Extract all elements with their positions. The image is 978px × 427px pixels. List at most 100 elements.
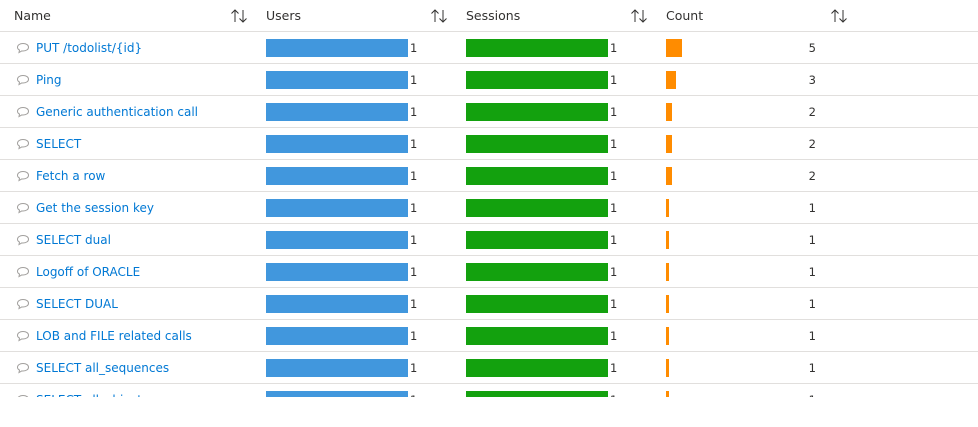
request-name[interactable]: SELECT all_objects	[36, 384, 148, 397]
count-value: 1	[808, 361, 816, 375]
request-icon	[16, 362, 30, 377]
table-row: Generic authentication call 1 1 2	[0, 96, 978, 128]
count-value: 2	[808, 137, 816, 151]
bar	[466, 263, 608, 281]
bar-value: 1	[410, 384, 417, 397]
table-row: LOB and FILE related calls 1 1 1	[0, 320, 978, 352]
bar-value: 1	[610, 265, 618, 279]
count-value: 1	[808, 265, 816, 279]
request-icon	[16, 74, 30, 89]
table-row: SELECT all_objects 1 1 1	[0, 384, 978, 397]
bar	[666, 327, 670, 345]
bar-value: 1	[410, 105, 418, 119]
sort-icon[interactable]	[830, 8, 848, 27]
count-value: 1	[808, 201, 816, 215]
bar-value: 1	[410, 361, 418, 375]
bar	[266, 359, 408, 377]
bar-value: 1	[610, 384, 617, 397]
request-icon	[16, 170, 30, 185]
bar	[266, 327, 408, 345]
bar	[666, 103, 673, 121]
bar-value: 1	[610, 73, 618, 87]
bar	[266, 71, 408, 89]
request-icon	[16, 298, 30, 313]
table-row: Fetch a row 1 1 2	[0, 160, 978, 192]
request-name[interactable]: Logoff of ORACLE	[36, 265, 141, 279]
request-name[interactable]: LOB and FILE related calls	[36, 329, 192, 343]
bar	[466, 295, 608, 313]
request-name[interactable]: Ping	[36, 73, 62, 87]
bar	[266, 263, 408, 281]
bar	[266, 167, 408, 185]
bar-value: 1	[610, 169, 618, 183]
request-icon	[16, 202, 30, 217]
column-header[interactable]: Sessions	[466, 8, 521, 23]
request-icon	[16, 234, 30, 249]
table-row: SELECT 1 1 2	[0, 128, 978, 160]
bar-value: 1	[610, 233, 618, 247]
bar	[666, 263, 670, 281]
table-row: SELECT dual 1 1 1	[0, 224, 978, 256]
bar	[666, 167, 673, 185]
count-value: 1	[790, 384, 816, 397]
bar	[266, 39, 408, 57]
bar	[266, 199, 408, 217]
bar-value: 1	[610, 137, 618, 151]
bar-value: 1	[410, 233, 418, 247]
bar	[466, 71, 608, 89]
bar-value: 1	[410, 329, 418, 343]
count-value: 5	[808, 41, 816, 55]
table-row: SELECT all_sequences 1 1 1	[0, 352, 978, 384]
request-icon	[16, 42, 30, 57]
bar	[466, 39, 608, 57]
bar	[266, 231, 408, 249]
bar	[466, 199, 608, 217]
bar-value: 1	[610, 201, 618, 215]
bar	[266, 103, 408, 121]
request-name[interactable]: Get the session key	[36, 201, 154, 215]
table-row: PUT /todolist/{id} 1 1 5	[0, 32, 978, 64]
request-name[interactable]: PUT /todolist/{id}	[36, 41, 143, 55]
bar-value: 1	[410, 73, 418, 87]
count-value: 2	[808, 169, 816, 183]
header-row: Name Users Sessions Count	[0, 0, 978, 32]
count-value: 1	[808, 329, 816, 343]
bar-value: 1	[410, 265, 418, 279]
bar-value: 1	[410, 41, 418, 55]
bar	[666, 71, 676, 89]
bar	[266, 295, 408, 313]
count-value: 2	[808, 105, 816, 119]
bar	[666, 295, 670, 313]
table-row: SELECT DUAL 1 1 1	[0, 288, 978, 320]
table-row: Ping 1 1 3	[0, 64, 978, 96]
bar	[466, 167, 608, 185]
bar-value: 1	[610, 297, 618, 311]
request-name[interactable]: SELECT dual	[36, 233, 111, 247]
request-icon	[16, 138, 30, 153]
bar	[666, 39, 682, 57]
sort-icon[interactable]	[630, 8, 648, 27]
bar	[466, 231, 608, 249]
column-header[interactable]: Users	[266, 8, 302, 23]
request-icon	[16, 394, 30, 397]
bar-value: 1	[410, 137, 418, 151]
count-value: 1	[808, 233, 816, 247]
request-icon	[16, 106, 30, 121]
request-name[interactable]: SELECT all_sequences	[36, 361, 170, 375]
bar	[666, 135, 673, 153]
bar	[466, 391, 608, 397]
column-header[interactable]: Count	[666, 8, 704, 23]
bar-value: 1	[410, 297, 418, 311]
column-header[interactable]: Name	[14, 8, 51, 23]
request-name[interactable]: Fetch a row	[36, 169, 106, 183]
sort-icon[interactable]	[230, 8, 248, 27]
bar	[466, 359, 608, 377]
bar-value: 1	[410, 169, 418, 183]
request-name[interactable]: Generic authentication call	[36, 105, 199, 119]
request-name[interactable]: SELECT	[36, 137, 82, 151]
bar	[666, 231, 670, 249]
sort-icon[interactable]	[430, 8, 448, 27]
request-name[interactable]: SELECT DUAL	[36, 297, 118, 311]
table-row: Logoff of ORACLE 1 1 1	[0, 256, 978, 288]
